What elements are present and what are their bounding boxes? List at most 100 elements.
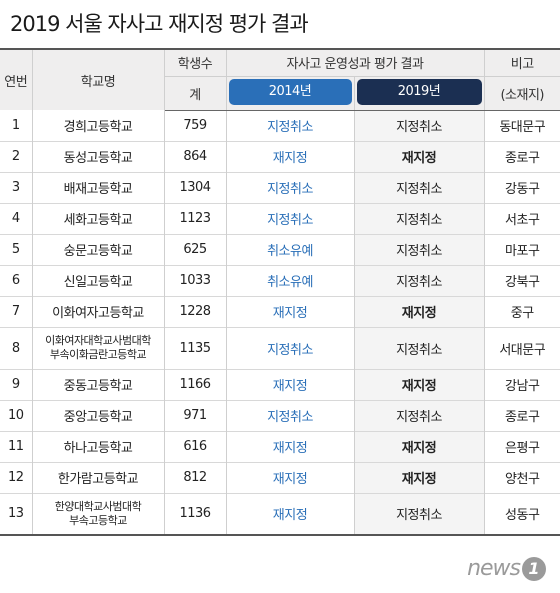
row-students: 625 [164,234,227,265]
row-result-2014: 지정취소 [226,172,355,203]
row-school: 동성고등학교 [32,141,165,172]
row-school: 이화여자대학교사범대학 부속이화금란고등학교 [32,327,165,369]
row-result-2019: 지정취소 [354,400,485,431]
table-row: 5 숭문고등학교 625 취소유예 지정취소 마포구 [0,234,560,265]
row-no: 7 [0,296,33,327]
table-row: 3 배재고등학교 1304 지정취소 지정취소 강동구 [0,172,560,203]
row-result-2014: 재지정 [226,493,355,535]
row-no: 12 [0,462,33,493]
row-school: 중앙고등학교 [32,400,165,431]
row-students: 971 [164,400,227,431]
row-school: 이화여자고등학교 [32,296,165,327]
table-row: 12 한가람고등학교 812 재지정 재지정 양천구 [0,462,560,493]
row-district: 강북구 [505,275,540,290]
row-result-2019: 재지정 [354,141,485,172]
row-result-2014: 재지정 [226,431,355,462]
row-students: 1304 [164,172,227,203]
table-row: 9 중동고등학교 1166 재지정 재지정 강남구 [0,369,560,400]
row-result-2019: 재지정 [354,431,485,462]
row-result-2014: 지정취소 [226,203,355,234]
row-school: 경희고등학교 [32,110,165,141]
row-students: 812 [164,462,227,493]
row-school-line2: 부속이화금란고등학교 [49,348,147,361]
row-result-2019: 재지정 [354,296,485,327]
row-result-2014: 재지정 [226,369,355,400]
row-students: 616 [164,431,227,462]
row-no: 9 [0,369,33,400]
header-no: 연번 [0,48,33,110]
row-no: 4 [0,203,33,234]
row-students: 1033 [164,265,227,296]
row-students: 864 [164,141,227,172]
row-students: 1228 [164,296,227,327]
row-district: 서초구 [505,213,540,228]
row-result-2014: 지정취소 [226,327,355,369]
row-district: 서대문구 [499,342,546,358]
row-no: 2 [0,141,33,172]
row-result-2014: 지정취소 [226,110,355,141]
results-table: 연번 학교명 학생수 자사고 운영성과 평가 결과 비고 계 2014년 201… [0,48,560,536]
table-row: 11 하나고등학교 616 재지정 재지정 은평구 [0,431,560,462]
news1-logo: news 1 [467,556,546,581]
row-school: 한가람고등학교 [32,462,165,493]
header-note: 비고 [484,48,560,77]
table-row: 4 세화고등학교 1123 지정취소 지정취소 서초구 [0,203,560,234]
row-students: 1123 [164,203,227,234]
row-students: 1136 [164,493,227,535]
row-students: 759 [164,110,227,141]
row-school-line1: 이화여자대학교사범대학 [45,334,151,347]
row-result-2019: 지정취소 [354,234,485,265]
row-district: 동대문구 [499,120,546,135]
row-school: 신일고등학교 [32,265,165,296]
row-result-2019: 지정취소 [354,203,485,234]
row-district: 종로구 [505,151,540,166]
header-year-2014: 2014년 [226,76,355,111]
row-result-2019: 지정취소 [354,110,485,141]
year-2014-label: 2014년 [228,79,352,105]
row-district: 은평구 [505,441,540,456]
row-school: 배재고등학교 [32,172,165,203]
table-row: 6 신일고등학교 1033 취소유예 지정취소 강북구 [0,265,560,296]
logo-text: news [467,556,521,581]
row-result-2014: 재지정 [226,462,355,493]
row-school: 숭문고등학교 [32,234,165,265]
row-no: 1 [0,110,33,141]
header-students-total: 계 [164,76,227,111]
row-result-2014: 취소유예 [226,265,355,296]
row-result-2019: 재지정 [354,462,485,493]
row-district: 성동구 [505,508,540,524]
row-no: 6 [0,265,33,296]
header-students: 학생수 [164,48,227,77]
row-result-2019: 지정취소 [354,172,485,203]
row-no: 5 [0,234,33,265]
table-row: 7 이화여자고등학교 1228 재지정 재지정 중구 [0,296,560,327]
row-district: 종로구 [505,410,540,425]
row-result-2014: 재지정 [226,296,355,327]
row-result-2014: 지정취소 [226,400,355,431]
header-school: 학교명 [32,48,165,110]
row-district: 양천구 [505,472,540,487]
row-students: 1135 [164,327,227,369]
row-result-2019: 지정취소 [354,327,485,369]
row-school-line1: 한양대학교사범대학 [54,499,142,513]
row-no: 8 [0,327,33,369]
row-no: 10 [0,400,33,431]
row-district: 강동구 [505,182,540,197]
row-result-2019: 재지정 [354,369,485,400]
row-result-2019: 지정취소 [354,265,485,296]
row-no: 13 [0,493,33,535]
row-result-2019: 지정취소 [354,493,485,535]
logo-badge: 1 [522,556,546,581]
row-school: 중동고등학교 [32,369,165,400]
row-result-2014: 재지정 [226,141,355,172]
row-school: 세화고등학교 [32,203,165,234]
row-no: 11 [0,431,33,462]
row-district: 강남구 [505,379,540,394]
row-district: 중구 [510,306,534,321]
row-students: 1166 [164,369,227,400]
header-year-2019: 2019년 [354,76,485,111]
table-row: 1 경희고등학교 759 지정취소 지정취소 동대문구 [0,110,560,141]
row-school-line2: 부속고등학교 [69,513,127,527]
header-district: (소재지) [484,76,560,111]
year-2019-label: 2019년 [356,79,482,105]
